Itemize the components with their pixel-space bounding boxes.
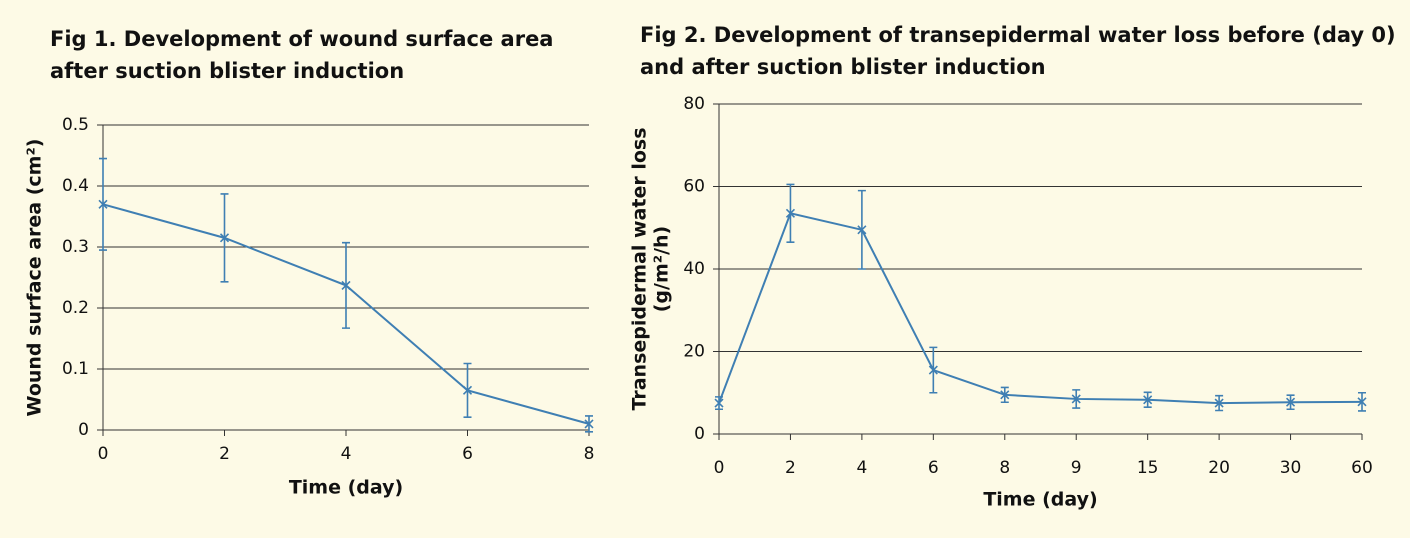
y-axis-label: Wound surface area (cm²)	[24, 139, 46, 417]
x-tick-label: 2	[785, 458, 796, 478]
y-tick-label: 0	[78, 420, 89, 440]
x-tick-label: 20	[1208, 458, 1230, 478]
data-point	[584, 419, 594, 429]
y-tick-label: 80	[683, 94, 705, 114]
x-tick-label: 60	[1351, 458, 1373, 478]
y-tick-label: 0.3	[62, 237, 89, 257]
y-tick-label: 20	[683, 342, 705, 362]
data-point	[785, 208, 796, 218]
chart-title: Fig 2. Development of transepidermal wat…	[640, 23, 1396, 47]
x-tick-label: 6	[928, 458, 939, 478]
data-point	[928, 365, 938, 375]
data-point	[1357, 397, 1367, 407]
x-tick-label: 8	[584, 444, 595, 464]
x-tick-label: 4	[856, 458, 867, 478]
chart-title: Fig 1. Development of wound surface area	[50, 27, 553, 51]
data-point	[1000, 390, 1010, 400]
chart-title: and after suction blister induction	[640, 55, 1046, 79]
data-point	[462, 385, 473, 395]
data-point	[1071, 394, 1081, 404]
x-tick-label: 9	[1071, 458, 1082, 478]
y-axis-label: Transepidermal water loss	[629, 127, 651, 410]
x-axis-label: Time (day)	[289, 477, 403, 499]
y-axis-label: (g/m²/h)	[651, 226, 673, 313]
data-point	[1214, 398, 1224, 408]
x-tick-label: 6	[462, 444, 473, 464]
y-tick-label: 0.4	[62, 176, 89, 196]
data-point	[1143, 395, 1153, 405]
x-tick-label: 8	[999, 458, 1010, 478]
x-tick-label: 0	[714, 458, 725, 478]
data-point	[714, 398, 724, 408]
data-point	[219, 233, 230, 243]
y-tick-label: 0.1	[62, 359, 89, 379]
data-point	[98, 199, 108, 209]
data-line	[718, 212, 1363, 405]
x-tick-label: 30	[1280, 458, 1302, 478]
y-tick-label: 0	[694, 424, 705, 444]
x-tick-label: 2	[219, 444, 230, 464]
y-tick-label: 0.2	[62, 298, 89, 318]
y-tick-label: 60	[683, 177, 705, 197]
y-tick-label: 40	[683, 259, 705, 279]
x-tick-label: 15	[1137, 458, 1159, 478]
x-tick-label: 0	[98, 444, 109, 464]
x-axis-label: Time (day)	[983, 489, 1097, 511]
chart-title: after suction blister induction	[50, 59, 404, 83]
x-tick-label: 4	[341, 444, 352, 464]
y-tick-label: 0.5	[62, 115, 89, 135]
data-point	[857, 225, 867, 235]
data-point	[341, 280, 351, 290]
data-point	[1285, 397, 1296, 407]
